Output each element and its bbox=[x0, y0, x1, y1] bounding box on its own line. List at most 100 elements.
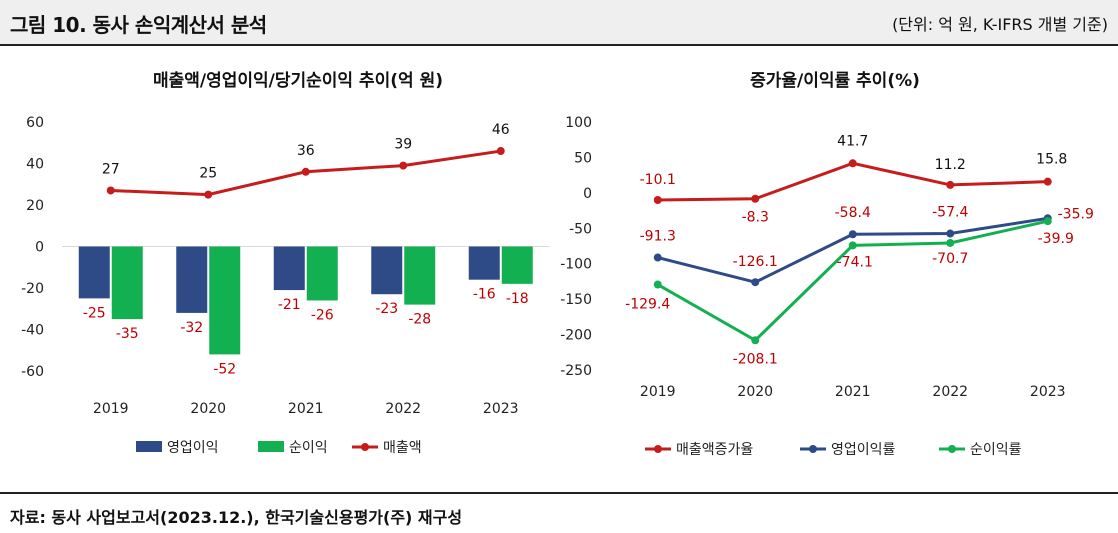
legend-label: 매출액 bbox=[383, 440, 422, 456]
y-tick-label: -100 bbox=[560, 257, 592, 273]
data-label: -32 bbox=[180, 320, 203, 336]
data-point bbox=[848, 230, 857, 239]
data-point bbox=[848, 159, 857, 168]
bar bbox=[468, 246, 500, 280]
data-point bbox=[496, 147, 505, 156]
source-note: 자료: 동사 사업보고서(2023.12.), 한국기술신용평가(주) 재구성 bbox=[10, 508, 463, 527]
data-label: -28 bbox=[408, 312, 431, 328]
data-point bbox=[946, 229, 955, 238]
bar bbox=[78, 246, 110, 299]
data-label: -126.1 bbox=[733, 254, 778, 270]
data-point bbox=[106, 186, 115, 195]
legend-marker bbox=[361, 443, 369, 451]
data-point bbox=[1043, 217, 1052, 226]
data-label: -70.7 bbox=[932, 251, 968, 267]
data-label: 41.7 bbox=[837, 133, 868, 149]
data-label: 46 bbox=[492, 122, 510, 138]
data-label: -39.9 bbox=[1038, 231, 1074, 247]
data-point bbox=[399, 161, 408, 170]
data-point bbox=[946, 238, 955, 247]
y-tick-label: -50 bbox=[569, 221, 592, 237]
legend-swatch bbox=[258, 441, 284, 452]
data-label: -35 bbox=[116, 326, 139, 342]
series-line bbox=[657, 216, 1048, 284]
y-tick-label: 60 bbox=[26, 115, 44, 131]
data-label: -23 bbox=[375, 301, 398, 317]
data-point bbox=[751, 336, 760, 345]
x-tick-label: 2021 bbox=[288, 401, 324, 417]
data-point bbox=[751, 278, 760, 287]
data-label: 11.2 bbox=[935, 157, 966, 173]
data-point bbox=[848, 241, 857, 250]
data-label: 15.8 bbox=[1036, 152, 1067, 168]
y-tick-label: 40 bbox=[26, 157, 44, 173]
y-tick-label: -200 bbox=[560, 328, 592, 344]
y-tick-label: 20 bbox=[26, 198, 44, 214]
y-tick-label: 0 bbox=[35, 240, 44, 256]
bar bbox=[176, 246, 208, 313]
bar bbox=[209, 246, 241, 355]
bar bbox=[306, 246, 338, 301]
x-tick-label: 2023 bbox=[1030, 384, 1066, 400]
data-point bbox=[946, 180, 955, 189]
x-tick-label: 2023 bbox=[483, 401, 519, 417]
x-tick-label: 2019 bbox=[93, 401, 129, 417]
x-tick-label: 2020 bbox=[190, 401, 226, 417]
bar bbox=[404, 246, 436, 305]
data-label: -91.3 bbox=[640, 229, 676, 245]
x-tick-label: 2020 bbox=[737, 384, 773, 400]
legend-label: 영업이익률 bbox=[831, 442, 896, 458]
data-point bbox=[1043, 177, 1052, 186]
data-label: -8.3 bbox=[742, 210, 769, 226]
y-tick-label: 50 bbox=[574, 150, 592, 166]
y-tick-label: -40 bbox=[21, 323, 44, 339]
data-label: 25 bbox=[199, 166, 217, 182]
data-label: 36 bbox=[297, 143, 315, 159]
unit-note: (단위: 억 원, K-IFRS 개별 기준) bbox=[892, 15, 1108, 34]
legend-marker bbox=[948, 445, 956, 453]
data-label: -25 bbox=[83, 305, 106, 321]
bar bbox=[111, 246, 143, 320]
right-chart: 증가율/이익률 추이(%) 100 50 0 -50 -100 -150 -200 -250 20… bbox=[560, 71, 1094, 458]
series-line bbox=[657, 161, 1048, 202]
data-point bbox=[653, 253, 662, 262]
data-label: -129.4 bbox=[625, 297, 670, 313]
x-tick-label: 2019 bbox=[640, 384, 676, 400]
data-point bbox=[653, 196, 662, 205]
data-label: -16 bbox=[473, 287, 496, 303]
data-label: -21 bbox=[278, 297, 301, 313]
data-label: -74.1 bbox=[837, 254, 873, 270]
y-tick-label: -60 bbox=[21, 364, 44, 380]
y-tick-label: -20 bbox=[21, 281, 44, 297]
y-tick-label: -250 bbox=[560, 363, 592, 379]
chart-title: 매출액/영업이익/당기순이익 추이(억 원) bbox=[153, 71, 443, 91]
legend-marker bbox=[809, 445, 817, 453]
legend-label: 순이익 bbox=[289, 440, 328, 456]
series-line bbox=[657, 219, 1049, 343]
data-label: 27 bbox=[102, 161, 120, 177]
chart-title: 증가율/이익률 추이(%) bbox=[750, 71, 920, 91]
figure-header: 그림 10. 동사 손익계산서 분석 (단위: 억 원, K-IFRS 개별 기… bbox=[0, 0, 1118, 46]
legend-label: 순이익률 bbox=[970, 442, 1022, 458]
data-label: -35.9 bbox=[1058, 206, 1094, 222]
figure-title: 그림 10. 동사 손익계산서 분석 bbox=[10, 13, 267, 37]
x-tick-label: 2021 bbox=[835, 384, 871, 400]
bar bbox=[371, 246, 403, 295]
x-tick-label: 2022 bbox=[932, 384, 968, 400]
figure-footer: 자료: 동사 사업보고서(2023.12.), 한국기술신용평가(주) 재구성 bbox=[0, 492, 1118, 533]
legend-label: 매출액증가율 bbox=[676, 442, 753, 458]
data-label: -58.4 bbox=[835, 205, 871, 221]
legend-marker bbox=[654, 445, 662, 453]
bar bbox=[501, 246, 533, 284]
bar bbox=[273, 246, 305, 291]
data-point bbox=[204, 190, 213, 199]
data-label: -208.1 bbox=[733, 351, 778, 367]
data-label: 39 bbox=[394, 137, 412, 153]
y-tick-label: -150 bbox=[560, 292, 592, 308]
data-point bbox=[653, 280, 662, 289]
data-label: -18 bbox=[506, 291, 529, 307]
legend-label: 영업이익 bbox=[167, 440, 219, 456]
data-label: -26 bbox=[311, 307, 334, 323]
legend-swatch bbox=[136, 441, 162, 452]
y-tick-label: 0 bbox=[583, 186, 592, 202]
